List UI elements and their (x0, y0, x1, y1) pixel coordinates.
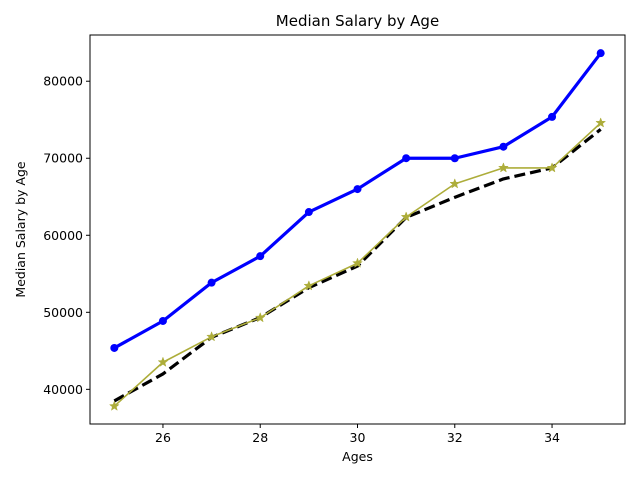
x-tick-label: 30 (350, 430, 366, 445)
chart-title: Median Salary by Age (276, 12, 439, 30)
plot-content (108, 49, 607, 411)
data-point (548, 112, 557, 121)
series-2 (108, 117, 607, 411)
x-tick-label: 32 (447, 430, 463, 445)
data-point (402, 154, 411, 163)
y-tick-label: 70000 (43, 151, 83, 166)
data-point (254, 312, 266, 323)
data-point (110, 343, 119, 352)
data-point (499, 142, 508, 151)
y-tick-label: 50000 (43, 305, 83, 320)
data-point (546, 162, 558, 173)
data-point (207, 278, 216, 287)
x-tick-label: 26 (155, 430, 171, 445)
data-point (596, 49, 605, 58)
series-line (113, 128, 602, 403)
data-point (450, 154, 459, 163)
data-point (353, 185, 362, 194)
y-axis: 40000 50000 60000 70000 80000 (43, 74, 90, 397)
data-point (158, 316, 167, 325)
data-point (108, 400, 120, 411)
series-1 (113, 128, 602, 403)
data-point (157, 356, 169, 367)
y-tick-label: 60000 (43, 228, 83, 243)
y-tick-label: 80000 (43, 74, 83, 89)
x-axis: 26 28 30 32 34 (155, 424, 560, 445)
y-tick-label: 40000 (43, 382, 83, 397)
data-point (497, 162, 509, 173)
x-tick-label: 28 (252, 430, 268, 445)
data-point (256, 252, 265, 261)
data-point (303, 280, 315, 291)
x-axis-label: Ages (342, 449, 373, 464)
y-axis-label: Median Salary by Age (13, 161, 28, 297)
series-0 (110, 49, 605, 352)
x-tick-label: 34 (544, 430, 560, 445)
data-point (352, 257, 363, 268)
data-point (400, 211, 412, 222)
data-point (449, 178, 461, 189)
data-point (206, 331, 218, 342)
data-point (595, 117, 607, 128)
data-point (304, 208, 313, 217)
